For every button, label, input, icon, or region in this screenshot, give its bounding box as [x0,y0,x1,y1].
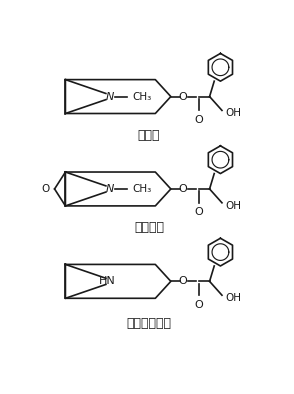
Text: 东莨菪碱: 东莨菪碱 [134,221,164,234]
Text: CH₃: CH₃ [132,184,151,194]
Text: 去甲基莨菪碱: 去甲基莨菪碱 [127,317,172,330]
Text: HN: HN [99,276,116,286]
Text: N: N [106,91,115,102]
Text: O: O [194,115,203,125]
Text: O: O [42,184,50,194]
Text: O: O [179,276,188,286]
Text: OH: OH [225,108,241,119]
Text: 莨菪碱: 莨菪碱 [138,128,160,141]
Text: OH: OH [225,293,241,303]
Text: N: N [106,184,115,194]
Text: OH: OH [225,201,241,211]
Text: O: O [194,300,203,310]
Text: CH₃: CH₃ [132,91,151,102]
Text: O: O [179,91,188,102]
Text: O: O [179,184,188,194]
Text: O: O [194,207,203,217]
